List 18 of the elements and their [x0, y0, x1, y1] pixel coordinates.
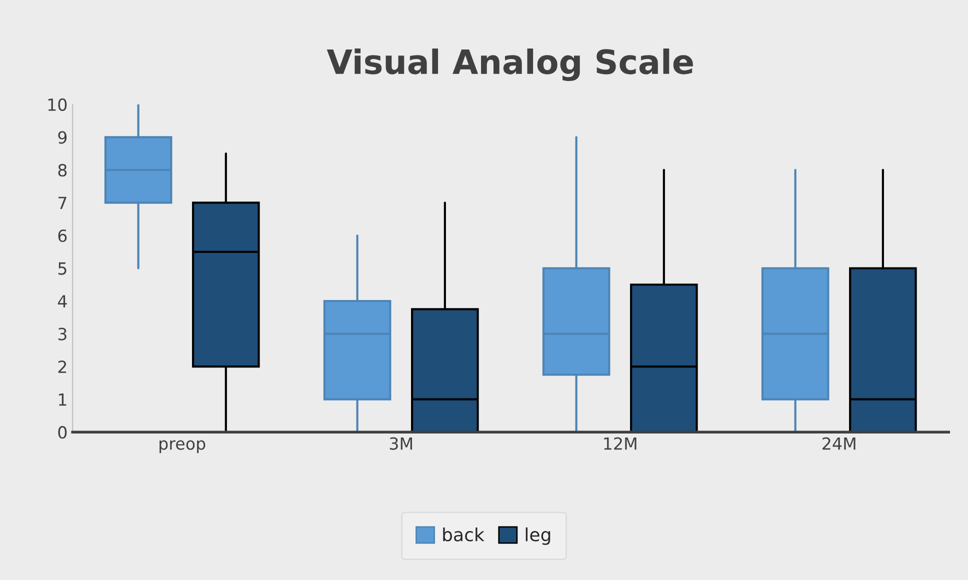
x-tick-label: 24M [822, 437, 856, 450]
y-tick-label: 8 [58, 164, 67, 177]
x-tick-label: 3M [390, 437, 412, 450]
chart-title: Visual Analog Scale [326, 48, 693, 82]
y-tick-label: 4 [58, 295, 67, 308]
y-tick-label: 10 [48, 98, 67, 111]
x-tick-label: 12M [604, 437, 636, 450]
y-tick-label: 5 [58, 262, 66, 275]
legend-label: back [443, 527, 484, 542]
y-tick-label: 6 [58, 229, 67, 242]
y-tick-label: 0 [58, 426, 67, 439]
x-tick-label: preop [160, 440, 206, 454]
y-tick-label: 2 [58, 360, 66, 373]
y-tick-label: 7 [58, 196, 66, 210]
y-tick-label: 9 [58, 131, 67, 144]
y-tick-label: 3 [58, 328, 66, 340]
legend-label: leg [526, 527, 550, 545]
y-tick-label: 1 [58, 394, 66, 406]
